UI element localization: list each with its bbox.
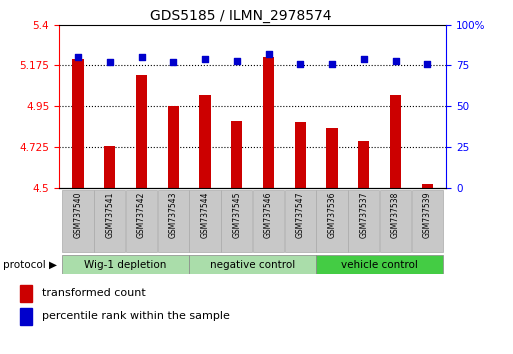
Bar: [317, 255, 443, 274]
Point: [264, 51, 272, 57]
Text: GSM737543: GSM737543: [169, 191, 178, 238]
Text: transformed count: transformed count: [42, 289, 146, 298]
Bar: [104, 146, 115, 188]
Bar: [422, 184, 433, 188]
Bar: [20, 285, 32, 302]
Text: negative control: negative control: [210, 259, 295, 270]
Text: Wig-1 depletion: Wig-1 depletion: [85, 259, 167, 270]
Bar: [348, 190, 379, 252]
Bar: [126, 190, 157, 252]
Bar: [200, 95, 211, 188]
Bar: [157, 190, 189, 252]
Text: protocol ▶: protocol ▶: [3, 259, 56, 270]
Text: GSM737542: GSM737542: [137, 191, 146, 238]
Bar: [317, 190, 348, 252]
Bar: [294, 122, 306, 188]
Point: [296, 61, 304, 67]
Text: GSM737539: GSM737539: [423, 191, 432, 238]
Bar: [189, 255, 316, 274]
Text: GSM737540: GSM737540: [73, 191, 83, 238]
Bar: [189, 190, 221, 252]
Point: [74, 55, 82, 60]
Point: [391, 58, 400, 63]
Bar: [168, 106, 179, 188]
Text: percentile rank within the sample: percentile rank within the sample: [42, 312, 230, 321]
Point: [328, 61, 336, 67]
Bar: [390, 95, 401, 188]
Bar: [285, 190, 316, 252]
Point: [233, 58, 241, 63]
Text: GSM737545: GSM737545: [232, 191, 241, 238]
Bar: [221, 190, 252, 252]
Bar: [253, 190, 284, 252]
Bar: [412, 190, 443, 252]
Text: GSM737546: GSM737546: [264, 191, 273, 238]
Text: GSM737536: GSM737536: [327, 191, 337, 238]
Bar: [263, 57, 274, 188]
Text: GSM737537: GSM737537: [359, 191, 368, 238]
Point: [106, 59, 114, 65]
Text: GSM737541: GSM737541: [105, 191, 114, 238]
Text: vehicle control: vehicle control: [341, 259, 418, 270]
Bar: [326, 128, 338, 188]
Point: [137, 55, 146, 60]
Bar: [20, 308, 32, 325]
Bar: [63, 255, 189, 274]
Bar: [136, 75, 147, 188]
Point: [201, 56, 209, 62]
Bar: [72, 59, 84, 188]
Bar: [63, 190, 93, 252]
Bar: [94, 190, 125, 252]
Text: GSM737544: GSM737544: [201, 191, 209, 238]
Text: GSM737547: GSM737547: [296, 191, 305, 238]
Bar: [358, 141, 369, 188]
Point: [169, 59, 177, 65]
Point: [360, 56, 368, 62]
Bar: [231, 121, 242, 188]
Bar: [380, 190, 411, 252]
Point: [423, 61, 431, 67]
Text: GDS5185 / ILMN_2978574: GDS5185 / ILMN_2978574: [150, 9, 332, 23]
Text: GSM737538: GSM737538: [391, 191, 400, 238]
